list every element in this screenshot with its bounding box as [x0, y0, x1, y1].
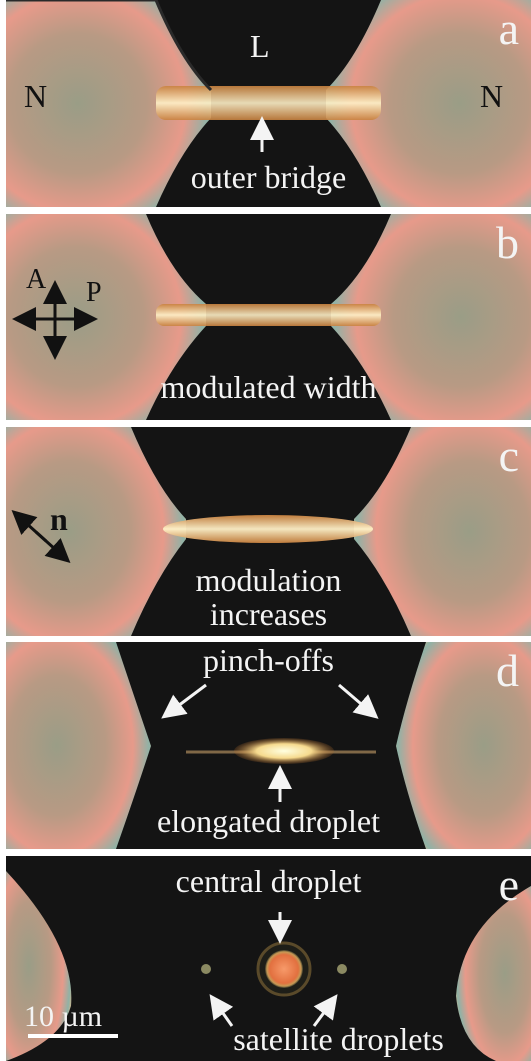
micrograph-d: [6, 642, 531, 849]
caption-central-droplet: central droplet: [175, 863, 362, 899]
crossed-polarizers-icon: [12, 280, 98, 360]
panel-b: A P b modulated width: [6, 214, 531, 420]
nematic-label-left: N: [24, 78, 48, 114]
panel-letter-c: c: [498, 430, 519, 481]
caption-pinch-offs: pinch-offs: [203, 642, 334, 678]
caption-elongated-droplet: elongated droplet: [156, 803, 381, 839]
scale-bar-label: 10 µm: [24, 1000, 103, 1033]
caption-modulated-width: modulated width: [160, 369, 377, 405]
panel-letter-e: e: [498, 859, 519, 910]
panel-letter-a: a: [498, 3, 519, 54]
pinch-arrow-left: [161, 683, 207, 719]
micrograph-a: [6, 0, 531, 207]
caption-modulation-increases: modulation increases: [195, 562, 342, 632]
analyzer-label: A: [26, 264, 47, 295]
panel-letter-b: b: [496, 217, 519, 268]
isotropic-label: L: [250, 28, 270, 64]
polarizer-label: P: [86, 277, 102, 308]
panel-letter-d: d: [496, 645, 519, 696]
panel-c: n c modulation increases: [6, 427, 531, 636]
central-droplet: [265, 950, 303, 988]
panel-a: N L N a outer bridge: [6, 0, 531, 207]
nematic-label-right: N: [480, 78, 504, 114]
caption-outer-bridge: outer bridge: [190, 159, 347, 195]
scale-bar: [28, 1034, 118, 1038]
micrograph-e: [6, 871, 531, 1061]
micrograph-c: [6, 427, 531, 636]
caption-satellite-droplets: satellite droplets: [233, 1021, 444, 1057]
director-label: n: [50, 501, 68, 537]
satellite-droplet-right: [337, 964, 347, 974]
pinch-arrow-right: [338, 683, 379, 719]
micrograph-b: [6, 214, 531, 420]
panel-d: pinch-offs d elongated droplet: [6, 642, 531, 849]
satellite-droplet-left: [201, 964, 211, 974]
panel-e: central droplet e 10 µm satellite drople…: [6, 856, 531, 1061]
